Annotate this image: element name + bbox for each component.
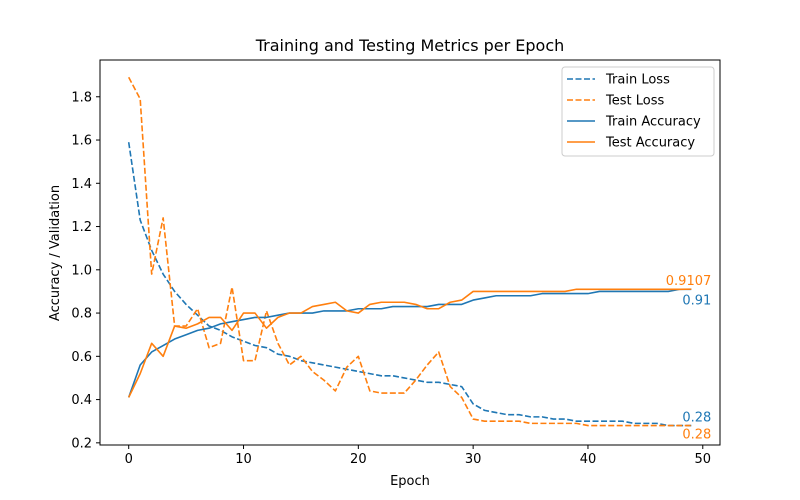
series-line-train-accuracy [127,288,692,398]
y-axis-label: Accuracy / Validation [48,185,63,321]
end-value-label: 0.9107 [666,274,712,289]
y-tick-label: 1.6 [71,134,92,149]
y-tick-label: 0.8 [71,307,92,322]
y-tick-label: 0.4 [71,393,92,408]
annotation-layer: 0.9107 0.91 0.28 0.28 [666,274,712,442]
x-tick-label: 20 [350,452,367,467]
legend: Train Loss Test Loss Train Accuracy Test Ac… [561,66,715,157]
y-tick-label: 0.2 [71,436,92,451]
x-tick-label: 0 [125,452,133,467]
legend-label: Test Accuracy [605,136,695,151]
legend-label: Train Accuracy [605,115,701,130]
series-line-train-loss [127,142,692,427]
end-value-label: 0.91 [682,293,711,308]
end-value-label: 0.28 [682,428,711,443]
y-tick-label: 1.0 [71,263,92,278]
series-line-test-loss [127,76,692,427]
y-tick-label: 1.4 [71,177,92,192]
legend-label: Train Loss [605,73,670,88]
legend-label: Test Loss [605,94,664,109]
y-axis: 0.2 0.4 0.6 0.8 1.0 1.2 1.4 1.6 1.8 [71,90,100,451]
x-tick-label: 50 [695,452,712,467]
plot-area [99,59,721,446]
chart-title: Training and Testing Metrics per Epoch [255,36,565,55]
x-tick-label: 30 [465,452,482,467]
series-layer [127,76,692,427]
legend-box [561,66,715,157]
y-tick-label: 1.8 [71,90,92,105]
y-tick-label: 0.6 [71,350,92,365]
series-line-test-accuracy [127,288,692,398]
y-tick-label: 1.2 [71,220,92,235]
end-value-label: 0.28 [682,411,711,426]
x-tick-label: 40 [580,452,597,467]
x-axis-label: Epoch [390,474,430,489]
x-axis: 0 10 20 30 40 50 [125,445,711,467]
x-tick-label: 10 [235,452,252,467]
